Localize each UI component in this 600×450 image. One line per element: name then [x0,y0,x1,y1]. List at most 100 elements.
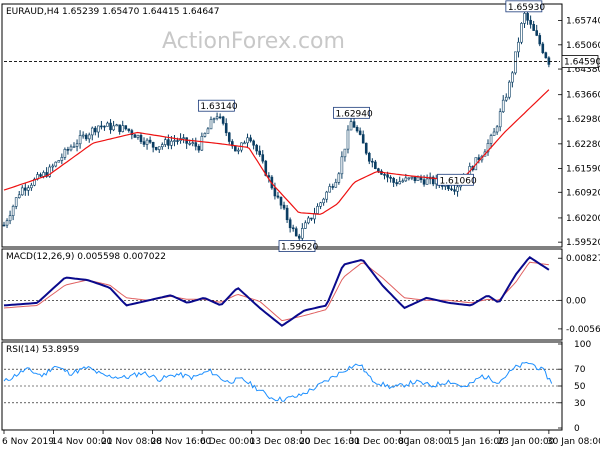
candle-body [11,206,15,216]
candle-body [90,127,94,136]
candle-body [264,160,268,176]
candle-body [252,140,255,146]
candle-body [492,131,496,136]
candle-body [224,123,228,134]
price-annotation: 1.65930 [505,0,545,13]
candle-body [349,121,353,131]
candle-body [526,13,529,21]
candle-body [154,146,158,150]
candle-body [227,132,231,142]
candle-body [511,72,514,83]
candle-body [355,127,359,132]
current-price-label: 1.64590 [564,58,600,68]
candle-body [145,139,149,145]
candle-body [407,177,411,180]
candle-body [322,198,325,204]
candle-body [285,207,289,221]
candle-body [325,191,328,200]
annotation-label: 1.62940 [336,109,373,119]
candle-body [60,157,64,161]
candle-body [57,160,61,163]
x-tick-label: 23 Jan 00:00 [497,437,554,447]
x-tick-label: 13 Dec 08:00 [250,437,311,447]
candle-body [288,219,292,229]
candle-body [249,137,252,142]
macd-signal-line [3,261,549,322]
candle-body [307,217,310,224]
candle-body [352,121,356,128]
annotation-box [437,173,474,186]
rsi-tick-label: 50 [574,382,586,392]
candle-body [261,154,265,162]
annotation-box [333,106,370,119]
candle-body [14,197,18,207]
macd-tick-label: 0.008276 [566,254,600,264]
candle-body [410,176,414,179]
candle-body [75,143,79,147]
candle-body [310,217,313,220]
candle-body [5,220,9,226]
candle-body [456,186,459,192]
candle-body [364,142,368,154]
candle-body [279,196,283,206]
candle-body [157,146,161,150]
candle-body [547,57,551,65]
candle-body [27,187,30,191]
candle-body [276,195,280,198]
candle-body [130,130,134,136]
candle-body [142,141,146,145]
candle-body [529,19,532,25]
x-tick-label: 8 Jan 08:00 [398,437,450,447]
candle-body [206,128,210,134]
candle-body [63,149,67,158]
candle-body [200,136,204,151]
rsi-tick-label: 30 [574,399,586,409]
candle-body [109,122,112,131]
candle-body [191,142,195,144]
price-tick-label: 1.60200 [566,214,600,224]
price-tick-label: 1.63660 [566,91,600,101]
candle-body [124,125,128,130]
candle-body [389,176,392,179]
candle-body [267,175,271,178]
candle-body [346,129,350,150]
candle-body [94,127,97,133]
candle-body [87,134,91,140]
candle-body [215,116,219,119]
candle-body [331,186,335,188]
candle-body [237,149,240,152]
candle-body [69,146,73,151]
candle-body [520,23,523,43]
candle-body [404,177,408,182]
candle-body [383,174,386,176]
candle-body [535,30,539,36]
candle-body [170,140,173,146]
candle-body [167,139,170,146]
price-tick-label: 1.62980 [566,115,600,125]
candle-body [508,81,511,98]
candle-body [66,149,70,151]
candle-body [358,130,362,135]
annotation-label: 1.65930 [508,3,545,13]
rsi-tick-label: 0 [574,424,580,434]
candle-body [139,134,143,142]
candle-body [212,118,216,120]
candle-body [48,166,51,177]
candle-body [258,150,261,155]
candle-body [486,143,490,153]
candle-body [501,99,505,113]
candle-body [431,176,435,185]
candle-body [304,222,307,229]
watermark: ActionForex.com [162,29,345,54]
candle-body [103,125,106,128]
candle-body [367,152,371,162]
candle-body [395,182,398,185]
candle-body [182,137,185,139]
moving-average-line [3,89,550,215]
price-annotation: 1.61060 [437,173,477,186]
candle-body [84,134,88,140]
candle-body [495,126,499,133]
candle-body [121,125,125,132]
price-annotations: 1.63140 1.59620 1.62940 1.61060 1.65930 [197,0,545,253]
